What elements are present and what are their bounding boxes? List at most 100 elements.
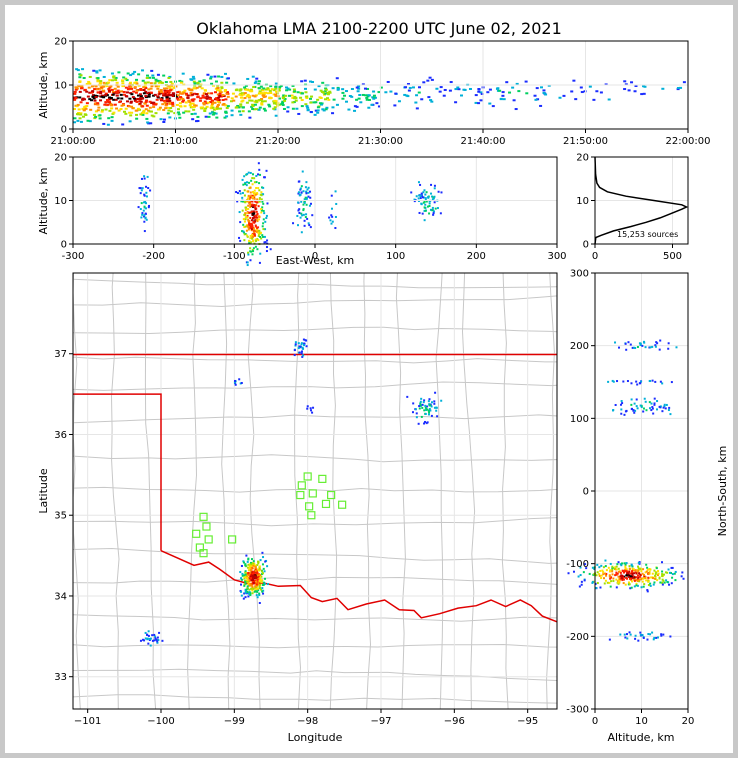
ew-source-mark — [260, 237, 263, 240]
time-source-mark — [225, 91, 229, 94]
time-source-mark — [247, 89, 251, 92]
plan-source-mark — [248, 584, 251, 587]
time-source-mark — [372, 97, 376, 100]
time-source-mark — [417, 91, 421, 94]
ew-source-mark — [330, 214, 333, 217]
time-source-mark — [165, 96, 169, 99]
time-source-mark — [162, 87, 166, 90]
time-source-mark — [217, 96, 221, 99]
plan-source-mark — [244, 580, 247, 583]
ew-source-mark — [428, 200, 431, 203]
time-source-mark — [87, 86, 91, 89]
time-source-mark — [168, 102, 172, 105]
ns-source-mark — [649, 584, 652, 587]
plan-source-mark — [249, 594, 252, 597]
time-source-mark — [116, 89, 120, 92]
ew-source-mark — [439, 212, 442, 215]
ew-source-mark — [257, 205, 260, 208]
ew-source-mark — [255, 187, 258, 190]
ns-source-mark — [621, 579, 624, 582]
time-source-mark — [249, 88, 253, 91]
ns-source-mark — [615, 586, 618, 589]
ew-source-mark — [264, 241, 267, 244]
ew-source-mark — [243, 239, 246, 242]
time-source-mark — [300, 80, 304, 83]
ns-source-mark — [664, 571, 667, 574]
ew-source-mark — [262, 186, 265, 189]
ew-source-mark — [334, 227, 337, 230]
ew-source-mark — [255, 174, 258, 177]
time-source-mark — [78, 90, 82, 93]
lon-tick-label: −100 — [147, 716, 174, 727]
north-south-xlabel: Altitude, km — [607, 731, 674, 744]
ns-source-mark — [625, 576, 628, 579]
time-source-mark — [314, 109, 318, 112]
plan-source-mark — [246, 579, 249, 582]
plan-source-mark — [146, 633, 149, 636]
ew-source-mark — [262, 218, 265, 221]
ew-source-mark — [243, 200, 246, 203]
time-source-mark — [189, 102, 193, 105]
time-source-mark — [120, 90, 124, 93]
time-source-mark — [99, 99, 103, 102]
ns-source-mark — [662, 633, 665, 636]
time-source-mark — [149, 87, 153, 90]
ew-source-mark — [145, 185, 148, 188]
ns-source-mark — [634, 637, 637, 640]
ns-source-mark — [662, 573, 665, 576]
time-source-mark — [96, 79, 100, 82]
time-source-mark — [85, 90, 89, 93]
ew-source-mark — [239, 221, 242, 224]
time-source-mark — [229, 100, 233, 103]
time-source-mark — [562, 94, 566, 97]
time-x-tick-label: 21:00:00 — [51, 136, 96, 147]
plan-source-mark — [262, 556, 265, 559]
ew-source-mark — [249, 234, 252, 237]
ew-source-mark — [252, 228, 255, 231]
ew-source-mark — [254, 215, 257, 218]
ns-source-mark — [647, 584, 650, 587]
plan-source-mark — [260, 570, 263, 573]
ew-source-mark — [423, 206, 426, 209]
time-source-mark — [263, 100, 267, 103]
time-source-mark — [118, 101, 122, 104]
ns-source-mark — [657, 570, 660, 573]
time-source-mark — [203, 100, 207, 103]
ew-source-mark — [262, 209, 265, 212]
ew-y-tick-label: 0 — [61, 240, 67, 251]
lma-station-marker — [305, 502, 314, 511]
plan-source-mark — [430, 405, 433, 408]
time-source-mark — [515, 82, 519, 85]
time-source-mark — [161, 92, 165, 95]
time-source-mark — [592, 98, 596, 101]
time-source-mark — [144, 100, 148, 103]
ew-source-mark — [247, 253, 250, 256]
ns-source-mark — [661, 573, 664, 576]
time-source-mark — [85, 102, 89, 105]
time-source-mark — [291, 107, 295, 110]
county-line — [73, 547, 557, 564]
ew-source-mark — [419, 197, 422, 200]
time-source-mark — [301, 92, 305, 95]
time-source-mark — [135, 100, 139, 103]
time-source-mark — [542, 91, 546, 94]
plan-source-mark — [423, 399, 426, 402]
lma-station-marker — [192, 529, 201, 538]
ns-source-mark — [642, 577, 645, 580]
time-source-mark — [168, 116, 172, 119]
time-source-mark — [372, 90, 376, 93]
time-source-mark — [261, 100, 265, 103]
plan-source-mark — [248, 592, 251, 595]
time-source-mark — [364, 94, 368, 97]
time-source-mark — [134, 91, 138, 94]
time-source-mark — [81, 98, 85, 101]
time-source-mark — [110, 116, 114, 119]
plan-source-mark — [250, 563, 253, 566]
time-source-mark — [184, 92, 188, 95]
time-source-mark — [286, 87, 290, 90]
time-source-mark — [78, 80, 82, 83]
time-source-mark — [88, 98, 92, 101]
time-source-mark — [246, 93, 250, 96]
ns-y-tick-label: 200 — [570, 341, 589, 352]
